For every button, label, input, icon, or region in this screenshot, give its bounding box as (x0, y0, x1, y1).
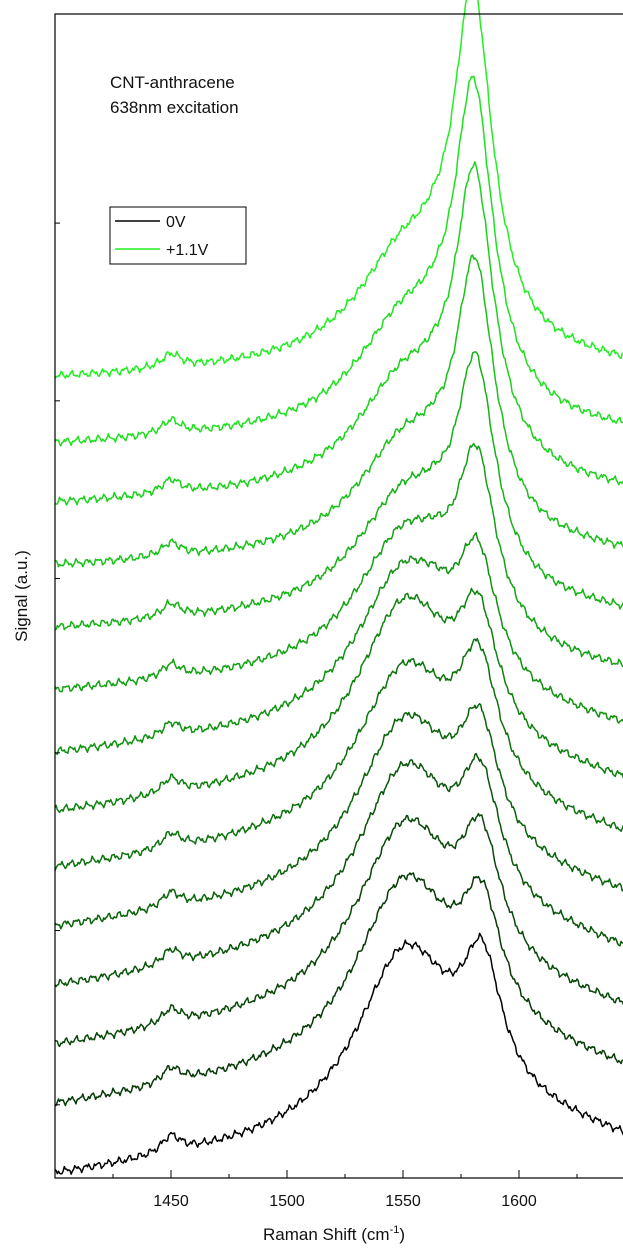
spectra-group (55, 0, 623, 1174)
x-tick-label: 1600 (501, 1193, 537, 1210)
annotation-line-2: 638nm excitation (110, 98, 239, 117)
spectrum-line-9 (55, 352, 623, 630)
x-axis-label-superscript: -1 (390, 1224, 400, 1236)
spectrum-line-4 (55, 704, 623, 929)
x-tick-label: 1550 (385, 1193, 421, 1210)
x-tick-label: 1500 (269, 1193, 305, 1210)
x-axis-label: Raman Shift (cm-1) (263, 1224, 405, 1244)
spectrum-line-5 (55, 639, 623, 871)
x-axis-label-tail: ) (399, 1225, 405, 1244)
x-tick-label: 1450 (153, 1193, 189, 1210)
spectrum-line-10 (55, 255, 623, 567)
spectrum-line-13 (55, 0, 623, 379)
x-axis-label-main: Raman Shift (cm (263, 1225, 390, 1244)
legend-label-plus-1-1v: +1.1V (166, 242, 209, 259)
x-ticks: 1450 1500 1550 1600 (113, 1170, 623, 1210)
legend: 0V +1.1V (110, 207, 246, 264)
spectrum-line-8 (55, 444, 623, 692)
legend-label-0v: 0V (166, 214, 186, 231)
y-axis-label: Signal (a.u.) (12, 550, 31, 642)
y-ticks (55, 223, 60, 1105)
spectrum-line-3 (55, 754, 623, 987)
plot-frame (55, 14, 623, 1178)
annotation-line-1: CNT-anthracene (110, 73, 235, 92)
